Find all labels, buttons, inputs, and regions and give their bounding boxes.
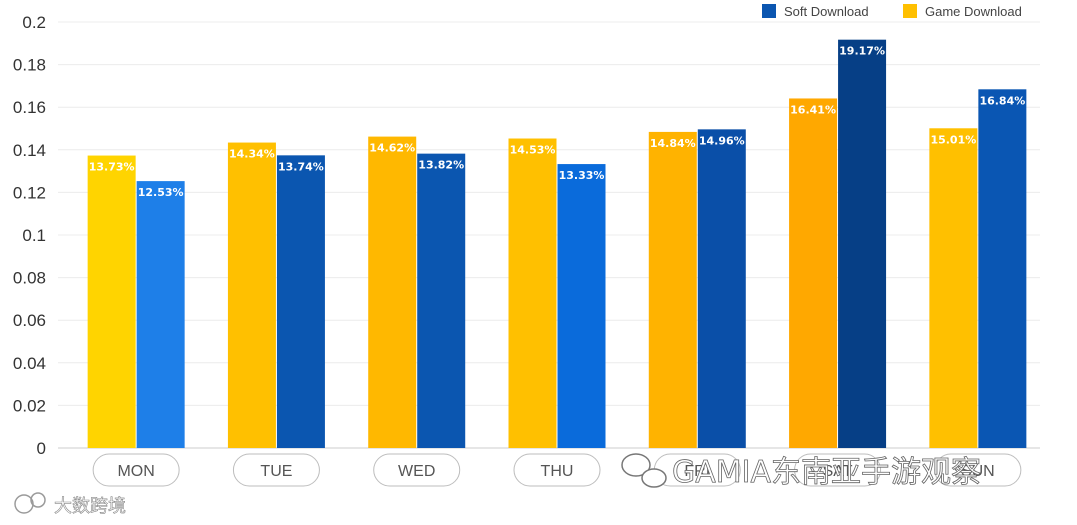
bar-soft-download: [417, 153, 466, 448]
watermark-logo-icon: [30, 492, 46, 508]
data-label-game: 15.01%: [930, 133, 976, 146]
bar-game-download: [87, 155, 136, 448]
data-label-game: 14.34%: [229, 148, 275, 161]
x-tick-label: FRI: [684, 463, 710, 480]
data-label-game: 16.41%: [790, 103, 836, 116]
data-label-game: 14.53%: [510, 144, 556, 157]
x-category-pill: [232, 453, 320, 487]
bar-game-download: [929, 128, 978, 449]
legend-swatch: [762, 4, 776, 18]
x-tick-label: WED: [398, 463, 435, 480]
data-label-soft: 16.84%: [979, 94, 1025, 107]
data-labels: 13.73%12.53% 14.34%13.74% 14.62%13.82% 14.5…: [89, 45, 1026, 199]
y-tick-label: 0.16: [13, 98, 46, 117]
legend: Soft Download Game Download: [762, 4, 1022, 19]
x-category-pill: [373, 453, 461, 487]
y-tick-label: 0: [37, 439, 46, 458]
bar-soft-download: [276, 155, 325, 448]
watermark-bottom-right: GAMIA东南亚手游观察: [621, 453, 981, 490]
watermark-bottom-left: 大数跨境: [14, 492, 126, 517]
bar-soft-download: [978, 89, 1027, 449]
data-label-soft: 19.17%: [839, 45, 885, 58]
data-label-soft: 13.33%: [559, 169, 605, 182]
y-tick-label: 0.12: [13, 183, 46, 202]
watermarks: 大数跨境 GAMIA东南亚手游观察: [14, 453, 981, 517]
bar-game-download: [789, 98, 838, 448]
wechat-icon: [621, 453, 667, 488]
x-tick-label: SUN: [961, 463, 995, 480]
bar-game-download: [648, 131, 697, 448]
legend-label: Soft Download: [784, 4, 869, 19]
bar-soft-download: [136, 181, 185, 448]
watermark-left-text: 大数跨境: [54, 496, 126, 517]
x-tick-label: SAT: [823, 463, 853, 480]
watermark-logo-icon: [14, 494, 34, 514]
bars: [87, 39, 1027, 449]
data-label-soft: 13.82%: [418, 159, 464, 172]
bar-soft-download: [557, 164, 606, 449]
y-tick-label: 0.04: [13, 354, 46, 373]
x-tick-label: TUE: [260, 463, 292, 480]
bar-soft-download: [697, 129, 746, 449]
y-tick-label: 0.02: [13, 396, 46, 415]
data-label-soft: 12.53%: [138, 186, 184, 199]
bar-game-download: [508, 138, 557, 449]
bar-game-download: [368, 136, 417, 448]
legend-label: Game Download: [925, 4, 1022, 19]
data-label-game: 14.84%: [650, 137, 696, 150]
y-axis: 0 0.02 0.04 0.06 0.08 0.1 0.12 0.14 0.16 0.18 0.2: [13, 13, 46, 458]
y-tick-label: 0.14: [13, 141, 46, 160]
data-label-game: 14.62%: [369, 142, 415, 155]
legend-swatch: [903, 4, 917, 18]
x-tick-label: THU: [541, 463, 574, 480]
data-label-game: 13.73%: [89, 161, 135, 174]
x-axis: MON TUE WED THU FRI SAT SUN: [92, 453, 1022, 487]
y-tick-label: 0.1: [22, 226, 46, 245]
y-tick-label: 0.06: [13, 311, 46, 330]
x-category-pill: [513, 453, 601, 487]
x-category-pill: [92, 453, 180, 487]
x-category-pill: [934, 453, 1022, 487]
data-label-soft: 14.96%: [699, 134, 745, 147]
y-tick-label: 0.18: [13, 56, 46, 75]
data-label-soft: 13.74%: [278, 160, 324, 173]
x-category-pill: [794, 453, 882, 487]
x-tick-label: MON: [117, 463, 154, 480]
watermark-right-text: GAMIA东南亚手游观察: [672, 455, 981, 490]
bar-soft-download: [838, 39, 887, 448]
bar-game-download: [227, 142, 276, 449]
y-tick-label: 0.08: [13, 269, 46, 288]
y-tick-label: 0.2: [22, 13, 46, 32]
